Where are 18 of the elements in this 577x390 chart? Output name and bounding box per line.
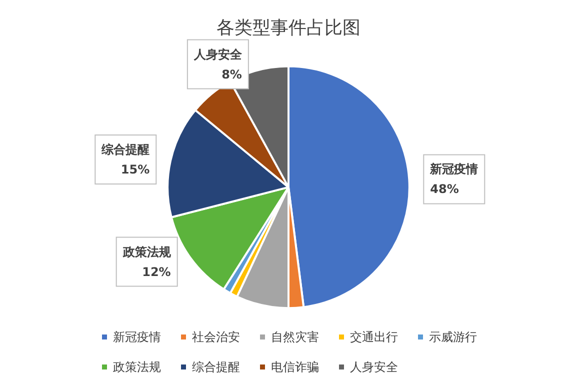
slice-label: 新冠疫情 xyxy=(429,162,478,176)
legend-label: 人身安全 xyxy=(350,360,398,374)
legend-label: 社会治安 xyxy=(192,330,240,344)
data-label: 15% xyxy=(120,162,150,177)
legend-label: 电信诈骗 xyxy=(271,360,319,374)
slice-label: 综合提醒 xyxy=(100,142,150,157)
legend-label: 示威游行 xyxy=(429,330,477,344)
legend-label: 交通出行 xyxy=(350,330,398,344)
legend-label: 自然灾害 xyxy=(271,330,319,344)
legend-label: 新冠疫情 xyxy=(113,330,161,344)
legend-label: 政策法规 xyxy=(113,360,161,374)
legend-label: 综合提醒 xyxy=(192,360,240,374)
chart-title: 各类型事件占比图 xyxy=(216,18,360,38)
data-label: 8% xyxy=(222,67,242,82)
slice-label: 人身安全 xyxy=(192,47,243,62)
slice-label: 政策法规 xyxy=(122,244,172,259)
data-label: 48% xyxy=(430,182,459,196)
data-label: 12% xyxy=(142,264,171,279)
